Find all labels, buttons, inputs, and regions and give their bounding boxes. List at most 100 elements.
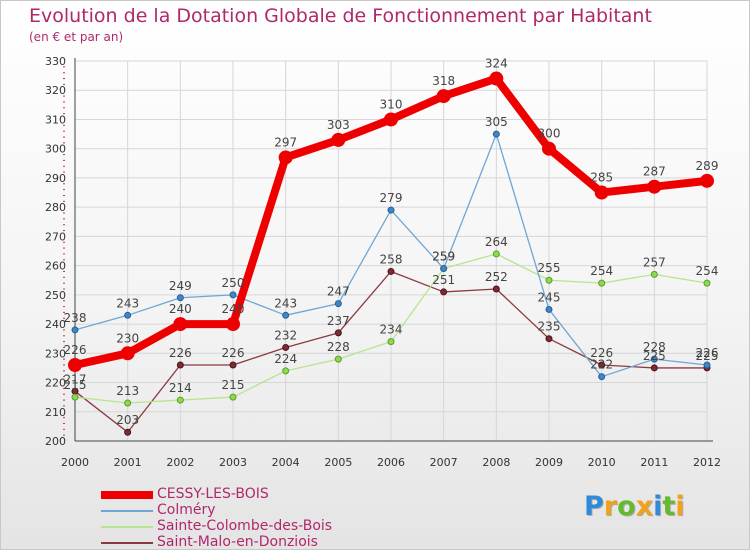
data-point-sainte-colombe-des-bois bbox=[545, 276, 553, 284]
data-point-saint-malo-en-donziois bbox=[282, 343, 290, 351]
data-label-saint-malo-en-donziois: 225 bbox=[696, 349, 719, 363]
data-point-colmery bbox=[492, 130, 500, 138]
data-label-saint-malo-en-donziois: 225 bbox=[643, 349, 666, 363]
y-tick-label: 300 bbox=[45, 143, 66, 156]
data-point-sainte-colombe-des-bois bbox=[176, 396, 184, 404]
data-label-cessy-les-bois: 226 bbox=[64, 343, 87, 357]
legend-swatch bbox=[101, 510, 153, 512]
data-label-sainte-colombe-des-bois: 228 bbox=[327, 340, 350, 354]
data-point-sainte-colombe-des-bois bbox=[282, 367, 290, 375]
data-point-saint-malo-en-donziois bbox=[124, 428, 132, 436]
data-label-saint-malo-en-donziois: 258 bbox=[380, 252, 403, 266]
legend-label: Saint-Malo-en-Donziois bbox=[157, 534, 318, 550]
data-point-colmery bbox=[229, 291, 237, 299]
logo-letter: x bbox=[635, 491, 654, 522]
chart-subtitle: (en € et par an) bbox=[29, 30, 124, 44]
data-point-colmery bbox=[334, 300, 342, 308]
data-point-colmery bbox=[650, 355, 658, 363]
data-label-colmery: 247 bbox=[327, 285, 350, 299]
y-tick-label: 270 bbox=[45, 230, 66, 243]
data-point-cessy-les-bois bbox=[489, 71, 504, 86]
data-point-saint-malo-en-donziois bbox=[334, 329, 342, 337]
data-point-sainte-colombe-des-bois bbox=[703, 279, 711, 287]
y-tick-label: 230 bbox=[45, 347, 66, 360]
data-label-sainte-colombe-des-bois: 213 bbox=[116, 384, 139, 398]
logo-letter: i bbox=[675, 491, 685, 522]
data-point-saint-malo-en-donziois bbox=[440, 288, 448, 296]
y-tick-label: 280 bbox=[45, 201, 66, 214]
data-label-cessy-les-bois: 303 bbox=[327, 118, 350, 132]
data-label-saint-malo-en-donziois: 252 bbox=[485, 270, 508, 284]
data-point-saint-malo-en-donziois bbox=[229, 361, 237, 369]
data-point-sainte-colombe-des-bois bbox=[334, 355, 342, 363]
logo-letter: P bbox=[584, 491, 604, 522]
x-tick-label: 2006 bbox=[377, 456, 405, 469]
data-point-sainte-colombe-des-bois bbox=[492, 250, 500, 258]
legend-swatch bbox=[101, 526, 153, 528]
data-label-cessy-les-bois: 310 bbox=[380, 97, 403, 111]
data-label-cessy-les-bois: 297 bbox=[274, 135, 297, 149]
legend-label: Colméry bbox=[157, 502, 216, 518]
data-point-colmery bbox=[176, 294, 184, 302]
data-point-sainte-colombe-des-bois bbox=[71, 393, 79, 401]
data-label-saint-malo-en-donziois: 232 bbox=[274, 328, 297, 342]
logo-letter: i bbox=[653, 491, 663, 522]
data-point-cessy-les-bois bbox=[120, 346, 135, 361]
data-point-cessy-les-bois bbox=[647, 179, 662, 194]
data-label-saint-malo-en-donziois: 217 bbox=[64, 372, 87, 386]
y-tick-label: 200 bbox=[45, 435, 66, 448]
logo-letter: o bbox=[617, 491, 636, 522]
data-point-cessy-les-bois bbox=[384, 112, 398, 127]
x-tick-label: 2003 bbox=[219, 456, 247, 469]
data-label-colmery: 222 bbox=[590, 358, 613, 372]
data-label-saint-malo-en-donziois: 226 bbox=[169, 346, 192, 360]
data-point-saint-malo-en-donziois bbox=[176, 361, 184, 369]
data-point-saint-malo-en-donziois bbox=[492, 285, 500, 293]
x-tick-label: 2000 bbox=[61, 456, 89, 469]
x-tick-label: 2010 bbox=[588, 456, 616, 469]
data-label-cessy-les-bois: 318 bbox=[432, 74, 455, 88]
data-label-sainte-colombe-des-bois: 214 bbox=[169, 381, 192, 395]
data-point-colmery bbox=[71, 326, 79, 334]
series-layer bbox=[68, 71, 714, 436]
y-tick-label: 240 bbox=[45, 318, 66, 331]
data-label-colmery: 305 bbox=[485, 115, 508, 129]
data-point-sainte-colombe-des-bois bbox=[598, 279, 606, 287]
proxiti-logo: Proxiti bbox=[584, 491, 685, 522]
data-label-colmery: 259 bbox=[432, 250, 455, 264]
data-label-cessy-les-bois: 285 bbox=[590, 171, 613, 185]
data-label-colmery: 228 bbox=[643, 340, 666, 354]
data-point-colmery bbox=[545, 305, 553, 313]
x-tick-label: 2001 bbox=[114, 456, 142, 469]
data-label-sainte-colombe-des-bois: 257 bbox=[643, 255, 666, 269]
data-label-cessy-les-bois: 240 bbox=[169, 302, 192, 316]
x-tick-label: 2002 bbox=[166, 456, 194, 469]
data-point-saint-malo-en-donziois bbox=[598, 361, 606, 369]
data-label-sainte-colombe-des-bois: 264 bbox=[485, 235, 508, 249]
data-label-sainte-colombe-des-bois: 215 bbox=[64, 378, 87, 392]
data-point-cessy-les-bois bbox=[331, 132, 346, 147]
data-label-cessy-les-bois: 287 bbox=[643, 165, 666, 179]
axis-layer: 200 210 220 230 240 250 260 270 280 290 300 310 320 3… bbox=[45, 55, 721, 469]
data-point-cessy-les-bois bbox=[278, 150, 293, 165]
data-label-colmery: 243 bbox=[274, 296, 297, 310]
data-point-cessy-les-bois bbox=[173, 317, 188, 332]
data-point-saint-malo-en-donziois bbox=[545, 335, 553, 343]
y-tick-label: 310 bbox=[45, 113, 66, 126]
data-label-sainte-colombe-des-bois: 215 bbox=[222, 378, 245, 392]
data-point-cessy-les-bois bbox=[542, 141, 556, 156]
chart-title: Evolution de la Dotation Globale de Fonc… bbox=[29, 5, 652, 27]
data-point-cessy-les-bois bbox=[700, 173, 714, 188]
x-tick-label: 2008 bbox=[482, 456, 510, 469]
data-label-saint-malo-en-donziois: 203 bbox=[116, 413, 139, 427]
data-point-sainte-colombe-des-bois bbox=[650, 270, 658, 278]
data-label-colmery: 243 bbox=[116, 296, 139, 310]
data-point-sainte-colombe-des-bois bbox=[124, 399, 132, 407]
data-label-saint-malo-en-donziois: 226 bbox=[590, 346, 613, 360]
x-tick-label: 2004 bbox=[272, 456, 300, 469]
data-label-sainte-colombe-des-bois: 254 bbox=[590, 264, 613, 278]
data-label-sainte-colombe-des-bois: 255 bbox=[538, 261, 561, 275]
data-label-colmery: 279 bbox=[380, 191, 403, 205]
